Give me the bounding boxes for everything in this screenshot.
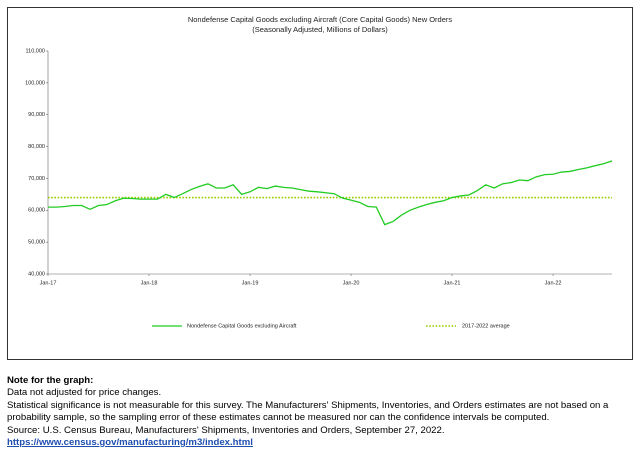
notes-heading: Note for the graph: bbox=[7, 375, 94, 386]
x-tick-label: Jan-20 bbox=[343, 280, 360, 286]
chart-title: Nondefense Capital Goods excluding Aircr… bbox=[188, 15, 453, 24]
notes: Note for the graph: Data not adjusted fo… bbox=[7, 375, 633, 449]
y-tick-label: 50,000 bbox=[28, 240, 45, 246]
x-tick-label: Jan-19 bbox=[242, 280, 259, 286]
chart-frame bbox=[7, 7, 633, 360]
x-tick-label: Jan-18 bbox=[141, 280, 158, 286]
chart: Nondefense Capital Goods excluding Aircr… bbox=[7, 7, 633, 360]
x-tick-label: Jan-22 bbox=[545, 280, 562, 286]
y-tick-label: 70,000 bbox=[28, 176, 45, 182]
source-link[interactable]: https://www.census.gov/manufacturing/m3/… bbox=[7, 437, 253, 449]
y-tick-label: 80,000 bbox=[28, 144, 45, 150]
note-line: Statistical significance is not measurab… bbox=[7, 399, 609, 411]
note-line: probability sample, so the sampling erro… bbox=[7, 412, 550, 424]
note-line: Data not adjusted for price changes. bbox=[7, 387, 162, 399]
data-line bbox=[48, 160, 613, 226]
y-tick-label: 60,000 bbox=[28, 208, 45, 214]
chart-subtitle: (Seasonally Adjusted, Millions of Dollar… bbox=[252, 25, 388, 34]
x-tick-label: Jan-17 bbox=[40, 280, 57, 286]
x-tick-label: Jan-21 bbox=[444, 280, 461, 286]
note-line: Source: U.S. Census Bureau, Manufacturer… bbox=[7, 424, 445, 436]
legend-label: 2017-2022 average bbox=[462, 323, 510, 329]
legend-label: Nondefense Capital Goods excluding Aircr… bbox=[187, 323, 297, 329]
y-tick-label: 100,000 bbox=[25, 80, 45, 86]
y-tick-label: 110,000 bbox=[26, 48, 45, 54]
y-tick-label: 40,000 bbox=[28, 271, 45, 277]
y-tick-label: 90,000 bbox=[28, 112, 45, 118]
